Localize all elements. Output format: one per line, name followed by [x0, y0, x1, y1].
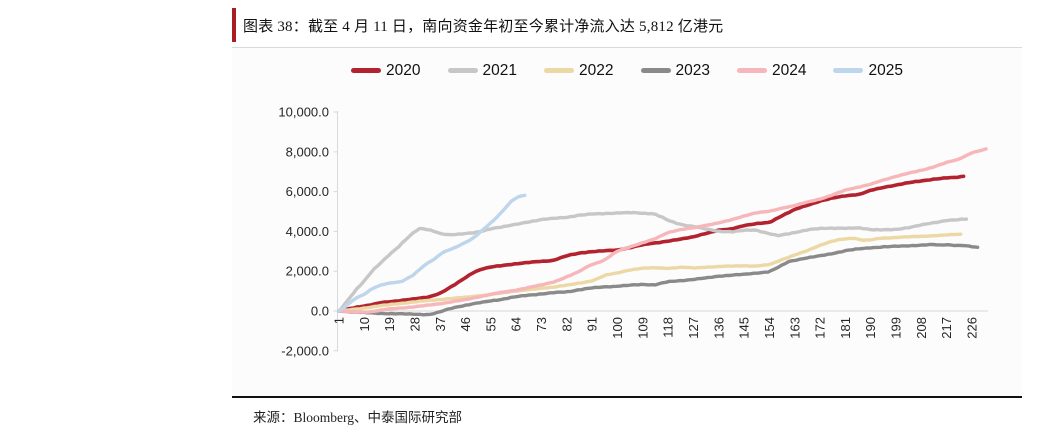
- x-tick-label: 109: [635, 317, 650, 339]
- x-tick-label: 199: [889, 317, 904, 339]
- chart-area: 2020 2021 2022 2023 2024 2025 10,000.0 8,000.0…: [232, 48, 1022, 396]
- x-tick-label: 46: [458, 317, 473, 331]
- y-tick-label: 6,000.0: [286, 184, 329, 199]
- legend-label-2022: 2022: [579, 62, 614, 79]
- legend-item-2023: 2023: [640, 62, 710, 79]
- series-line-2024: [337, 147, 988, 314]
- x-tick-label: 55: [483, 317, 498, 331]
- legend-label-2024: 2024: [771, 62, 807, 79]
- x-tick-label: 181: [838, 317, 853, 339]
- chart-legend: 2020 2021 2022 2023 2024 2025: [232, 63, 1022, 79]
- legend-swatch-2023: [640, 68, 671, 74]
- x-tick-label: 73: [534, 317, 549, 331]
- legend-swatch-2022: [544, 68, 575, 74]
- x-tick-label: 217: [939, 317, 954, 339]
- x-tick-label: 1: [332, 317, 347, 324]
- figure-title-block: 图表 38：截至 4 月 11 日，南向资金年初至今累计净流入达 5,812 亿…: [232, 8, 1022, 42]
- line-chart: 10,000.0 8,000.0 6,000.0 4,000.0 2,000.0 0.0 -…: [278, 105, 988, 358]
- x-tick-label: 163: [787, 317, 802, 339]
- series-line-2020: [337, 174, 966, 313]
- figure-bottom-rule: [232, 396, 1022, 398]
- source-note: 来源：Bloomberg、中泰国际研究部: [253, 410, 462, 425]
- x-tick-label: 172: [813, 317, 828, 339]
- x-tick-label: 208: [914, 317, 929, 339]
- x-tick-label: 64: [509, 317, 524, 331]
- x-tick-label: 37: [433, 317, 448, 331]
- x-tick-label: 154: [762, 317, 777, 339]
- figure-title: 图表 38：截至 4 月 11 日，南向资金年初至今累计净流入达 5,812 亿…: [243, 19, 724, 35]
- legend-label-2021: 2021: [482, 62, 518, 79]
- legend-label-2025: 2025: [868, 62, 903, 79]
- x-tick-label: 10: [357, 317, 372, 331]
- legend-swatch-2025: [833, 68, 864, 74]
- legend-swatch-2021: [447, 68, 478, 74]
- x-tick-label: 127: [686, 317, 701, 339]
- x-tick-label: 136: [711, 317, 726, 339]
- y-tick-label: 0.0: [311, 304, 329, 319]
- x-tick-label: 19: [382, 317, 397, 331]
- legend-label-2020: 2020: [386, 62, 421, 79]
- legend-item-2020: 2020: [351, 62, 421, 79]
- legend-item-2022: 2022: [544, 62, 614, 79]
- series-line-2021: [337, 210, 969, 313]
- x-tick-label: 82: [559, 317, 574, 331]
- y-tick-label: 10,000.0: [278, 105, 329, 120]
- x-tick-label: 190: [863, 317, 878, 339]
- x-tick-label: 91: [585, 317, 600, 331]
- legend-label-2023: 2023: [675, 62, 710, 79]
- legend-swatch-2020: [351, 68, 382, 74]
- x-tick-label: 28: [407, 317, 422, 331]
- title-divider: [232, 47, 1022, 48]
- legend-item-2025: 2025: [833, 62, 903, 79]
- y-tick-label: 2,000.0: [286, 264, 329, 279]
- legend-item-2024: 2024: [736, 62, 807, 79]
- y-tick-label: -2,000.0: [281, 343, 329, 358]
- series-line-2025: [337, 193, 527, 313]
- x-tick-label: 100: [610, 317, 625, 339]
- legend-swatch-2024: [736, 68, 767, 74]
- y-tick-label: 4,000.0: [286, 224, 329, 239]
- x-tick-label: 145: [737, 317, 752, 339]
- legend-item-2021: 2021: [447, 62, 518, 79]
- series-line-2023: [337, 242, 980, 317]
- y-tick-label: 8,000.0: [286, 144, 329, 159]
- title-accent-bar: [232, 8, 236, 42]
- x-tick-label: 118: [661, 317, 676, 338]
- series-line-2022: [337, 232, 963, 313]
- x-tick-label: 226: [964, 317, 979, 339]
